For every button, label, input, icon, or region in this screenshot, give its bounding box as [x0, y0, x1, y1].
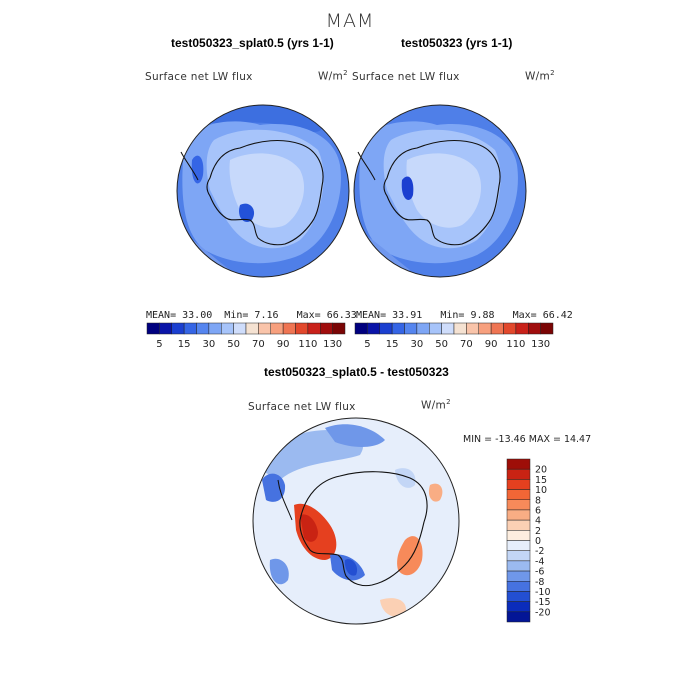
diff-variable-label: Surface net LW flux: [248, 401, 356, 413]
panel1-colorbar-tick-label: 30: [203, 339, 216, 350]
diff-colorbar-swatch: [506, 489, 531, 500]
panel1-colorbar-tick-label: 70: [252, 339, 265, 350]
panel1-units: W/m2: [318, 69, 348, 83]
panel1-field-region: [191, 155, 204, 184]
panel2-map-border: [353, 104, 527, 278]
panel1-stats: MEAN= 33.00 Min= 7.16 Max= 66.33: [146, 310, 357, 321]
diff-field-region: [397, 536, 423, 576]
diff-colorbar-swatch: [506, 458, 531, 470]
diff-colorbar-swatch: [506, 509, 531, 521]
diff-colorbar-swatch: [506, 570, 531, 582]
diff-map-border: [252, 417, 460, 625]
panel2-colorbar-tick-label: 110: [506, 339, 525, 350]
diff-colorbar-tick-label: -2: [535, 546, 544, 557]
panel2-field-region: [401, 176, 414, 200]
diff-colorbar-swatch: [506, 468, 531, 480]
diff-colorbar-tick-label: -8: [535, 577, 544, 588]
diff-colorbar-tick-label: 10: [535, 485, 547, 496]
panel2-colorbar-tick-label: 15: [386, 339, 399, 350]
diff-colorbar-swatch: [506, 611, 531, 623]
diff-field-region: [325, 424, 385, 447]
diff-field-region: [428, 483, 443, 502]
diff-colorbar-tick-label: -10: [535, 587, 551, 598]
diff-colorbar-tick-label: 20: [535, 465, 547, 476]
diff-colorbar-tick-label: 6: [535, 505, 541, 516]
diff-colorbar-tick-label: 8: [535, 495, 541, 506]
diff-colorbar-swatch: [506, 550, 531, 562]
panel1-variable-label: Surface net LW flux: [145, 71, 253, 83]
panel1-colorbar-tick-label: 5: [156, 339, 162, 350]
panel2-colorbar-tick-label: 30: [411, 339, 424, 350]
diff-colorbar-swatch: [506, 591, 531, 602]
diff-title: test050323_splat0.5 - test050323: [264, 365, 449, 379]
diff-field-region: [344, 559, 358, 576]
panel2-colorbar-tick-label: 90: [485, 339, 498, 350]
diff-colorbar-tick-label: -20: [535, 607, 551, 618]
season-title: MAM: [325, 10, 375, 32]
panel2-colorbar-tick-label: 50: [435, 339, 448, 350]
panel1-peninsula: [180, 151, 199, 181]
diff-colorbar-swatch: [506, 560, 531, 572]
panel2-coastline: [383, 139, 501, 246]
diff-minmax: MIN = -13.46 MAX = 14.47: [463, 434, 592, 445]
diff-field-region: [300, 514, 318, 542]
diff-colorbar-swatch: [506, 519, 531, 531]
panel2-field-region: [406, 153, 482, 228]
diff-peninsula: [277, 479, 293, 521]
diff-colorbar-tick-label: 2: [535, 526, 541, 537]
panel2-stats: MEAN= 33.91 Min= 9.88 Max= 66.42: [356, 310, 573, 321]
diff-colorbar-swatch: [506, 581, 531, 592]
panel2-colorbar-tick-label: 5: [364, 339, 370, 350]
diff-coastline: [299, 471, 428, 587]
panel2-colorbar-tick-label: 70: [460, 339, 473, 350]
panel2-title: test050323 (yrs 1-1): [401, 36, 513, 50]
panel2-colorbar-tick-label: 130: [531, 339, 550, 350]
diff-colorbar-tick-label: 4: [535, 516, 541, 527]
panel1-title: test050323_splat0.5 (yrs 1-1): [171, 36, 334, 50]
diff-field-region: [269, 558, 289, 585]
panel1-colorbar-swatch: [332, 322, 346, 335]
panel1-map-border: [176, 104, 350, 278]
diff-colorbar-swatch: [506, 601, 531, 613]
diff-colorbar-swatch: [506, 540, 531, 551]
diff-colorbar-swatch: [506, 479, 531, 490]
panel2-colorbar-swatch: [540, 322, 554, 335]
diff-colorbar-swatch: [506, 530, 531, 541]
panel1-colorbar-tick-label: 110: [298, 339, 317, 350]
panel1-field-region: [239, 203, 255, 223]
panel1-colorbar-tick-label: 15: [178, 339, 191, 350]
diff-colorbar-tick-label: -4: [535, 556, 544, 567]
diff-colorbar-tick-label: 0: [535, 536, 541, 547]
diff-field-region: [395, 468, 416, 488]
diff-colorbar-tick-label: -6: [535, 567, 544, 578]
diff-colorbar-swatch: [506, 499, 531, 511]
panel2-units: W/m2: [525, 69, 555, 83]
diff-colorbar-tick-label: -15: [535, 597, 551, 608]
diff-units: W/m2: [421, 398, 451, 412]
panel1-coastline: [206, 139, 324, 246]
diff-colorbar-tick-label: 15: [535, 475, 547, 486]
panel1-colorbar-tick-label: 90: [277, 339, 290, 350]
diff-field-region: [262, 473, 286, 502]
panel1-colorbar-tick-label: 130: [323, 339, 342, 350]
panel2-variable-label: Surface net LW flux: [352, 71, 460, 83]
panel2-peninsula: [357, 151, 376, 181]
panel1-colorbar-tick-label: 50: [227, 339, 240, 350]
diff-field-region: [380, 598, 406, 617]
